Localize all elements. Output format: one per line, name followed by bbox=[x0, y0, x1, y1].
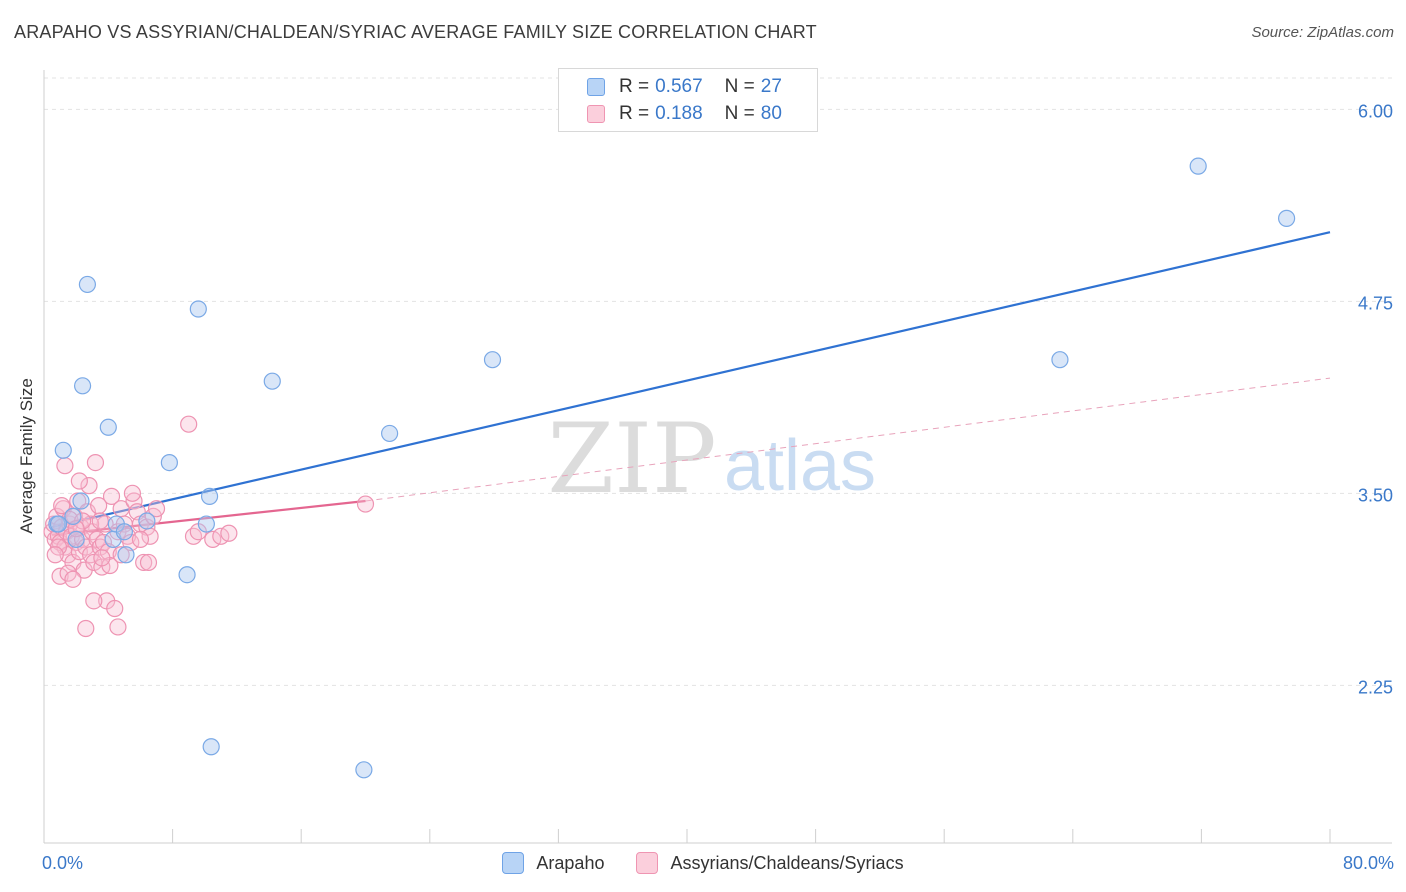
axes bbox=[43, 70, 1392, 844]
stats-legend-row-assyrian: R = 0.188 N = 80 bbox=[587, 102, 782, 126]
arapaho-point bbox=[263, 372, 281, 390]
arapaho-point bbox=[49, 515, 68, 533]
assyrian-point bbox=[77, 619, 95, 638]
assyrian-point bbox=[123, 484, 142, 502]
y-tick-label: 3.50 bbox=[1358, 485, 1393, 505]
assyrian-point bbox=[112, 546, 130, 564]
arapaho-point bbox=[99, 418, 117, 436]
n-value: 27 bbox=[760, 76, 782, 97]
assyrian-point bbox=[61, 510, 79, 529]
assyrian-point bbox=[86, 454, 105, 472]
assyrian-point bbox=[147, 500, 166, 518]
n-value: 80 bbox=[760, 103, 782, 124]
assyrian-point bbox=[131, 530, 150, 549]
chart-title: ARAPAHO VS ASSYRIAN/CHALDEAN/SYRIAC AVER… bbox=[14, 22, 817, 42]
n-label: N = bbox=[724, 76, 755, 97]
gridlines bbox=[44, 77, 1392, 686]
assyrian-point bbox=[135, 553, 153, 572]
watermark-zip: ZIP bbox=[547, 403, 716, 515]
assyrian-point bbox=[85, 553, 103, 572]
assyrian-point bbox=[109, 618, 127, 636]
arapaho-swatch bbox=[587, 78, 605, 96]
watermark-atlas: atlas bbox=[724, 426, 876, 506]
x-tick-label-min: 0.0% bbox=[42, 853, 83, 873]
assyrian-point bbox=[184, 527, 203, 545]
arapaho-point bbox=[138, 512, 156, 530]
arapaho-point bbox=[1051, 351, 1069, 369]
legend-item-arapaho[interactable]: Arapaho bbox=[502, 852, 604, 874]
arapaho-point bbox=[54, 441, 72, 459]
r-label: R = bbox=[619, 103, 650, 124]
arapaho-point bbox=[78, 275, 97, 294]
assyrian-point bbox=[93, 549, 111, 567]
assyrian-point bbox=[139, 553, 158, 572]
arapaho-point bbox=[200, 487, 219, 505]
n-label: N = bbox=[724, 103, 755, 124]
assyrian-point bbox=[356, 495, 375, 513]
arapaho-point bbox=[1277, 209, 1296, 227]
arapaho-point bbox=[355, 761, 373, 779]
assyrian-point bbox=[85, 592, 103, 610]
watermark: ZIP atlas bbox=[547, 403, 876, 515]
assyrian-point bbox=[53, 497, 71, 515]
assyrian-swatch bbox=[636, 852, 659, 874]
data-points bbox=[43, 157, 1296, 779]
arapaho-point bbox=[381, 424, 399, 443]
arapaho-point bbox=[64, 507, 82, 525]
arapaho-point bbox=[178, 566, 196, 584]
arapaho-point bbox=[72, 492, 90, 510]
assyrian-swatch bbox=[587, 105, 605, 123]
assyrian-point bbox=[102, 487, 121, 505]
arapaho-point bbox=[160, 454, 178, 472]
arapaho-point bbox=[483, 351, 502, 369]
arapaho-point bbox=[1189, 157, 1207, 175]
series-legend: Arapaho Assyrians/Chaldeans/Syriacs bbox=[0, 852, 1406, 874]
stats-legend: R = 0.567 N = 27 R = 0.188 N = 80 bbox=[558, 68, 818, 132]
assyrian-point bbox=[70, 472, 88, 490]
y-tick-label: 6.00 bbox=[1358, 101, 1393, 121]
assyrian-point bbox=[64, 570, 82, 588]
arapaho-trend-line bbox=[51, 231, 1331, 529]
source-label: Source: ZipAtlas.com bbox=[1251, 24, 1394, 41]
r-label: R = bbox=[619, 76, 650, 97]
arapaho-swatch bbox=[502, 852, 525, 874]
trend-lines bbox=[51, 231, 1331, 536]
assyrian-point bbox=[220, 524, 238, 542]
legend-label-arapaho: Arapaho bbox=[536, 852, 605, 873]
arapaho-point bbox=[197, 515, 215, 533]
assyrian-point bbox=[56, 457, 74, 475]
y-tick-label: 2.25 bbox=[1358, 677, 1393, 697]
arapaho-point bbox=[202, 738, 220, 756]
arapaho-point bbox=[73, 377, 92, 395]
y-tick-label: 4.75 bbox=[1358, 293, 1393, 313]
legend-label-assyrian: Assyrians/Chaldeans/Syriacs bbox=[670, 852, 904, 873]
r-value: 0.567 bbox=[655, 76, 703, 97]
x-tick-label-max: 80.0% bbox=[1343, 853, 1394, 873]
r-value: 0.188 bbox=[655, 103, 703, 124]
assyrian-point bbox=[106, 599, 124, 618]
assyrian-trend-line bbox=[51, 499, 366, 536]
arapaho-point bbox=[115, 523, 133, 541]
tick-labels: 2.25 3.50 4.75 6.00 0.0% 80.0% bbox=[42, 101, 1394, 873]
arapaho-point bbox=[67, 530, 85, 549]
assyrian-point bbox=[46, 546, 64, 564]
assyrian-point bbox=[180, 415, 198, 433]
legend-item-assyrian[interactable]: Assyrians/Chaldeans/Syriacs bbox=[636, 852, 904, 874]
arapaho-point bbox=[189, 300, 207, 318]
assyrian-trend-extension bbox=[365, 377, 1331, 502]
arapaho-point bbox=[117, 546, 135, 564]
assyrian-point bbox=[91, 538, 109, 556]
stats-legend-row-arapaho: R = 0.567 N = 27 bbox=[587, 75, 782, 99]
assyrian-point bbox=[91, 512, 109, 530]
assyrian-point bbox=[80, 477, 98, 495]
